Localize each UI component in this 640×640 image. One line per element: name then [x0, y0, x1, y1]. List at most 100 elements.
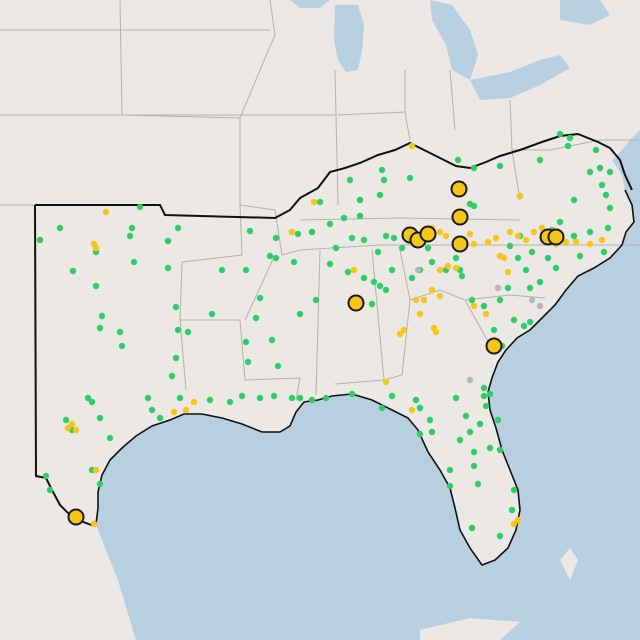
marker-green[interactable]	[370, 278, 378, 286]
marker-yellow[interactable]	[500, 254, 508, 262]
marker-yellow[interactable]	[470, 240, 478, 248]
marker-green[interactable]	[600, 248, 608, 256]
marker-green[interactable]	[470, 164, 478, 172]
marker-green[interactable]	[556, 130, 564, 138]
marker-yellow[interactable]	[310, 198, 318, 206]
marker-green[interactable]	[468, 524, 476, 532]
marker-green[interactable]	[586, 168, 594, 176]
marker-green[interactable]	[256, 294, 264, 302]
marker-green[interactable]	[480, 392, 488, 400]
marker-green[interactable]	[316, 198, 324, 206]
marker-yellow[interactable]	[514, 232, 522, 240]
marker-green[interactable]	[496, 296, 504, 304]
marker-large-yellow[interactable]	[451, 235, 469, 253]
marker-yellow[interactable]	[436, 292, 444, 300]
marker-yellow[interactable]	[182, 406, 190, 414]
marker-green[interactable]	[274, 362, 282, 370]
marker-green[interactable]	[470, 448, 478, 456]
marker-green[interactable]	[374, 248, 382, 256]
marker-gray[interactable]	[414, 266, 422, 274]
marker-green[interactable]	[428, 428, 436, 436]
marker-green[interactable]	[36, 236, 44, 244]
marker-green[interactable]	[446, 466, 454, 474]
marker-green[interactable]	[69, 267, 77, 275]
marker-green[interactable]	[454, 156, 462, 164]
marker-green[interactable]	[462, 412, 470, 420]
marker-green[interactable]	[544, 254, 552, 262]
marker-green[interactable]	[506, 242, 514, 250]
marker-green[interactable]	[268, 336, 276, 344]
marker-green[interactable]	[536, 278, 544, 286]
marker-green[interactable]	[164, 237, 172, 245]
marker-green[interactable]	[272, 254, 280, 262]
marker-yellow[interactable]	[170, 408, 178, 416]
marker-green[interactable]	[340, 214, 348, 222]
marker-green[interactable]	[322, 394, 330, 402]
marker-green[interactable]	[84, 394, 92, 402]
marker-yellow[interactable]	[484, 238, 492, 246]
marker-yellow[interactable]	[492, 234, 500, 242]
marker-green[interactable]	[378, 166, 386, 174]
marker-green[interactable]	[428, 258, 436, 266]
marker-green[interactable]	[570, 196, 578, 204]
marker-green[interactable]	[172, 354, 180, 362]
marker-yellow[interactable]	[412, 296, 420, 304]
marker-yellow[interactable]	[452, 264, 460, 272]
marker-yellow[interactable]	[92, 244, 100, 252]
marker-yellow[interactable]	[428, 286, 436, 294]
marker-green[interactable]	[290, 258, 298, 266]
marker-green[interactable]	[388, 266, 396, 274]
marker-green[interactable]	[520, 322, 528, 330]
marker-yellow[interactable]	[420, 296, 428, 304]
marker-green[interactable]	[556, 218, 564, 226]
marker-green[interactable]	[270, 392, 278, 400]
marker-green[interactable]	[406, 174, 414, 182]
marker-large-yellow[interactable]	[451, 208, 469, 226]
marker-green[interactable]	[486, 390, 494, 398]
marker-yellow[interactable]	[522, 236, 530, 244]
marker-green[interactable]	[308, 396, 316, 404]
marker-green[interactable]	[528, 248, 536, 256]
marker-yellow[interactable]	[64, 424, 72, 432]
marker-large-yellow[interactable]	[547, 228, 565, 246]
marker-yellow[interactable]	[506, 228, 514, 236]
marker-yellow[interactable]	[436, 266, 444, 274]
marker-green[interactable]	[226, 398, 234, 406]
marker-green[interactable]	[504, 284, 512, 292]
marker-green[interactable]	[172, 303, 180, 311]
marker-green[interactable]	[452, 254, 460, 262]
marker-green[interactable]	[312, 296, 320, 304]
marker-green[interactable]	[496, 446, 504, 454]
marker-green[interactable]	[238, 392, 246, 400]
marker-green[interactable]	[344, 268, 352, 276]
marker-yellow[interactable]	[432, 328, 440, 336]
marker-green[interactable]	[564, 142, 572, 150]
marker-yellow[interactable]	[408, 406, 416, 414]
marker-green[interactable]	[174, 224, 182, 232]
marker-yellow[interactable]	[470, 302, 478, 310]
marker-green[interactable]	[480, 384, 488, 392]
marker-green[interactable]	[256, 394, 264, 402]
marker-green[interactable]	[378, 404, 386, 412]
marker-green[interactable]	[388, 392, 396, 400]
marker-green[interactable]	[96, 480, 104, 488]
marker-green[interactable]	[482, 402, 490, 410]
marker-green[interactable]	[586, 228, 594, 236]
marker-green[interactable]	[184, 328, 192, 336]
marker-green[interactable]	[356, 196, 364, 204]
marker-yellow[interactable]	[416, 310, 424, 318]
marker-green[interactable]	[88, 398, 96, 406]
marker-yellow[interactable]	[102, 208, 110, 216]
marker-yellow[interactable]	[444, 262, 452, 270]
marker-yellow[interactable]	[396, 330, 404, 338]
marker-green[interactable]	[470, 462, 478, 470]
marker-green[interactable]	[272, 234, 280, 242]
marker-green[interactable]	[496, 532, 504, 540]
marker-green[interactable]	[480, 302, 488, 310]
marker-gray[interactable]	[528, 296, 536, 304]
marker-green[interactable]	[208, 310, 216, 318]
marker-green[interactable]	[164, 264, 172, 272]
marker-green[interactable]	[486, 444, 494, 452]
marker-green[interactable]	[596, 164, 604, 172]
